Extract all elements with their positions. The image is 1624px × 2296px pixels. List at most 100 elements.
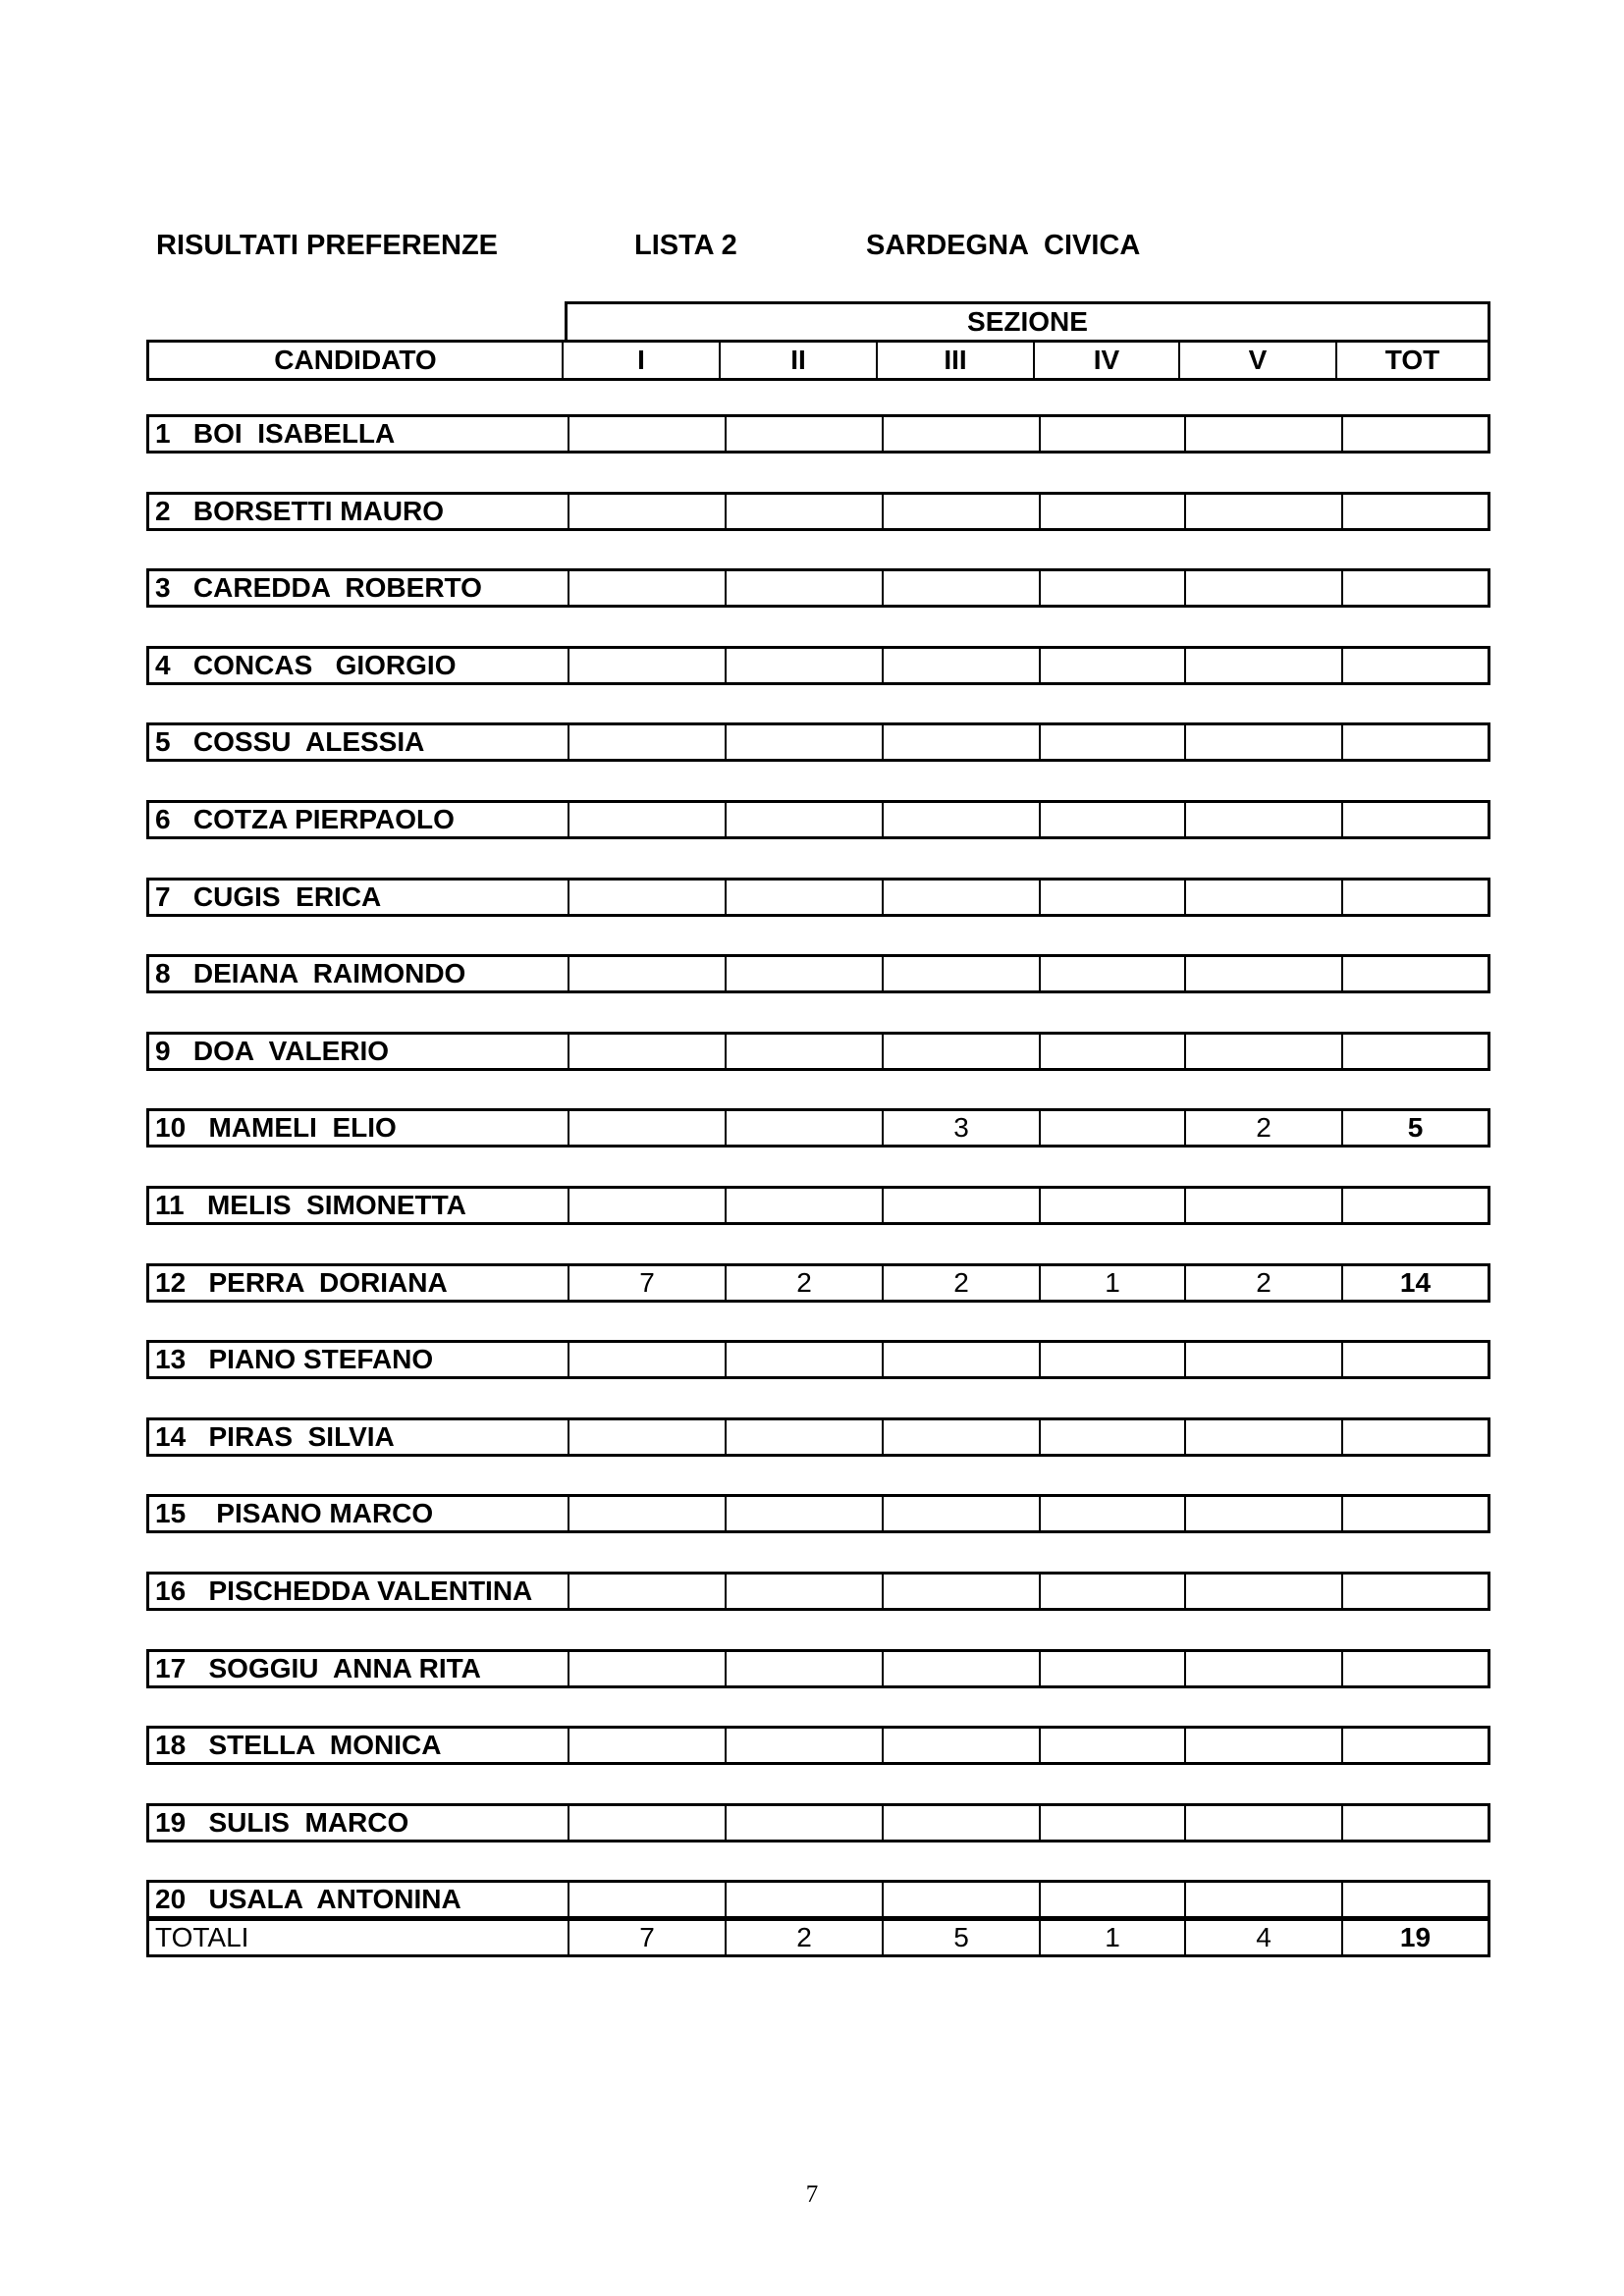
table-row: 4 CONCAS GIORGIO <box>146 645 1490 685</box>
candidate-rows: 1 BOI ISABELLA 2 BORSETTI MAURO 3 CAREDDA … <box>146 414 1490 1920</box>
section-cell <box>1039 1805 1184 1840</box>
table-header: SEZIONE CANDIDATO I II III IV V TOT <box>146 301 1490 381</box>
table-row: 20 USALA ANTONINA <box>146 1880 1490 1920</box>
section-cell <box>882 957 1039 991</box>
section-cell <box>1184 1497 1341 1531</box>
section-cell <box>1039 880 1184 914</box>
totals-cell: 4 <box>1184 1921 1341 1954</box>
totals-row: TOTALI 7 2 5 1 4 19 <box>146 1918 1490 1957</box>
section-cell <box>1184 1574 1341 1608</box>
candidate-name: 9 DOA VALERIO <box>155 1035 390 1066</box>
table-row: 16 PISCHEDDA VALENTINA <box>146 1571 1490 1611</box>
section-cell <box>1184 802 1341 836</box>
section-cell <box>1184 1034 1341 1068</box>
section-cell <box>568 1419 725 1454</box>
section-cell: 3 <box>882 1111 1039 1146</box>
candidate-name: 10 MAMELI ELIO <box>155 1112 397 1144</box>
section-cell <box>725 880 882 914</box>
candidate-name: 2 BORSETTI MAURO <box>155 495 445 526</box>
candidate-name: 4 CONCAS GIORGIO <box>155 649 457 680</box>
section-cell <box>1039 494 1184 528</box>
section-cell <box>1184 1419 1341 1454</box>
section-cell <box>882 571 1039 606</box>
section-cell <box>1039 1574 1184 1608</box>
table-row: 19 SULIS MARCO <box>146 1802 1490 1842</box>
column-header-iii: III <box>876 343 1033 378</box>
section-cell <box>1184 494 1341 528</box>
total-cell <box>1341 1651 1488 1685</box>
section-cell <box>1184 1188 1341 1222</box>
section-cell <box>725 1034 882 1068</box>
section-cell <box>568 957 725 991</box>
table-row: 1 BOI ISABELLA <box>146 414 1490 454</box>
candidate-name: 6 COTZA PIERPAOLO <box>155 803 455 834</box>
section-cell: 2 <box>882 1265 1039 1300</box>
section-cell <box>1184 648 1341 682</box>
total-cell <box>1341 957 1488 991</box>
document-title: RISULTATI PREFERENZE <box>156 230 498 261</box>
section-cell <box>882 417 1039 451</box>
section-cell <box>568 880 725 914</box>
section-cell <box>1184 1729 1341 1763</box>
section-cell <box>1184 1343 1341 1377</box>
section-cell <box>568 1651 725 1685</box>
candidate-name: 12 PERRA DORIANA <box>155 1266 448 1298</box>
section-cell: 2 <box>725 1265 882 1300</box>
section-cell <box>568 1883 725 1917</box>
total-cell <box>1341 725 1488 760</box>
section-cell: 2 <box>1184 1111 1341 1146</box>
section-cell <box>725 417 882 451</box>
candidate-name: 11 MELIS SIMONETTA <box>155 1189 466 1220</box>
section-cell <box>882 1805 1039 1840</box>
section-cell <box>725 1343 882 1377</box>
column-header-candidato: CANDIDATO <box>274 345 437 375</box>
section-cell <box>568 1034 725 1068</box>
section-cell <box>1039 417 1184 451</box>
total-cell <box>1341 1343 1488 1377</box>
candidate-name: 16 PISCHEDDA VALENTINA <box>155 1575 533 1606</box>
table-row: 7 CUGIS ERICA <box>146 877 1490 917</box>
section-cell <box>1039 725 1184 760</box>
section-cell: 2 <box>1184 1265 1341 1300</box>
section-cell <box>1184 1651 1341 1685</box>
section-cell <box>882 1883 1039 1917</box>
section-cell <box>1039 1651 1184 1685</box>
section-cell <box>725 648 882 682</box>
party-name: SARDEGNA CIVICA <box>866 230 1141 261</box>
section-cell <box>1039 1883 1184 1917</box>
section-cell <box>1039 1729 1184 1763</box>
section-cell <box>725 1574 882 1608</box>
total-cell <box>1341 802 1488 836</box>
section-cell <box>725 1883 882 1917</box>
total-cell <box>1341 1883 1488 1917</box>
section-cell <box>882 1497 1039 1531</box>
section-cell <box>1039 802 1184 836</box>
section-cell <box>725 571 882 606</box>
section-cell <box>568 1805 725 1840</box>
table-row: 18 STELLA MONICA <box>146 1726 1490 1766</box>
candidate-name: 13 PIANO STEFANO <box>155 1344 434 1375</box>
section-cell <box>568 1729 725 1763</box>
candidate-name: 8 DEIANA RAIMONDO <box>155 958 466 989</box>
total-cell <box>1341 1497 1488 1531</box>
section-cell <box>725 957 882 991</box>
section-cell <box>882 880 1039 914</box>
table-row: 6 COTZA PIERPAOLO <box>146 799 1490 839</box>
section-cell: 7 <box>568 1265 725 1300</box>
section-cell <box>1184 880 1341 914</box>
column-header-tot: TOT <box>1335 343 1488 378</box>
candidate-name: 19 SULIS MARCO <box>155 1806 409 1838</box>
section-cell <box>1184 571 1341 606</box>
total-cell <box>1341 1419 1488 1454</box>
candidate-name: 17 SOGGIU ANNA RITA <box>155 1652 481 1683</box>
candidate-name: 1 BOI ISABELLA <box>155 418 396 449</box>
table-row: 5 COSSU ALESSIA <box>146 722 1490 763</box>
column-header-iv: IV <box>1033 343 1178 378</box>
page-number: 7 <box>805 2181 819 2208</box>
total-cell <box>1341 417 1488 451</box>
section-cell <box>1039 1111 1184 1146</box>
section-cell <box>1184 417 1341 451</box>
section-cell <box>568 725 725 760</box>
section-cell <box>725 1729 882 1763</box>
section-cell <box>725 1419 882 1454</box>
